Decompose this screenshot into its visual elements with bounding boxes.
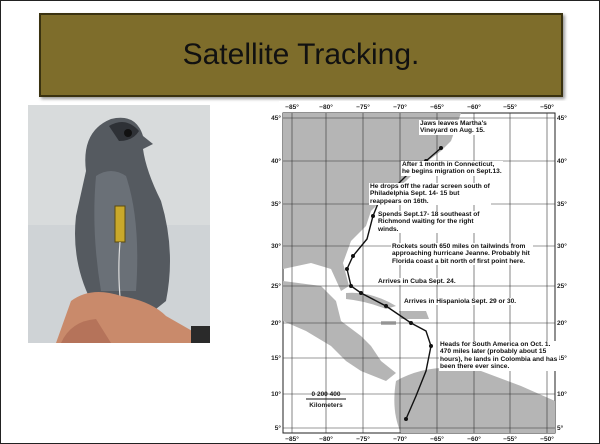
lon-label: −70°	[393, 103, 407, 111]
lat-label: 5°	[557, 424, 564, 432]
lat-label: 10°	[271, 390, 281, 398]
lon-label: −60°	[467, 103, 481, 111]
map: −85° −85° −80° −80° −75° −75° −70° −70° −65° −65°…	[271, 101, 569, 443]
track-point	[429, 344, 433, 348]
lon-label: −60°	[467, 435, 481, 443]
track-point	[345, 267, 349, 271]
lon-label: −80°	[319, 103, 333, 111]
lon-label: −55°	[503, 435, 517, 443]
lat-label: 35°	[271, 200, 281, 208]
annotation: After 1 month in Connecticut, he begins …	[401, 161, 503, 176]
track-point	[409, 321, 413, 325]
lon-label: −65°	[430, 435, 444, 443]
lon-label: −85°	[285, 103, 299, 111]
title: Satellite Tracking.	[182, 38, 420, 71]
lon-label: −75°	[356, 103, 370, 111]
lat-label: 35°	[557, 200, 567, 208]
lon-label: −55°	[503, 103, 517, 111]
lat-label: 25°	[271, 282, 281, 290]
lat-label: 30°	[271, 242, 281, 250]
lon-label: −80°	[319, 435, 333, 443]
lon-label: −70°	[393, 435, 407, 443]
lon-label: −85°	[285, 435, 299, 443]
lat-label: 10°	[557, 390, 567, 398]
annotation: He drops off the radar screen south of P…	[369, 183, 491, 206]
lon-label: −50°	[540, 435, 554, 443]
scale-unit: Kilometers	[309, 402, 343, 409]
lat-label: 15°	[271, 354, 281, 362]
track-point	[404, 417, 408, 421]
annotation: Heads for South America on Oct. 1. 470 m…	[439, 341, 559, 371]
annotation: Arrives in Cuba Sept. 24.	[377, 278, 469, 286]
lat-label: 5°	[275, 424, 282, 432]
lat-label: 45°	[271, 114, 281, 122]
lat-label: 40°	[557, 157, 567, 165]
annotation: Jaws leaves Martha's Vineyard on Aug. 15…	[419, 120, 503, 135]
lat-label: 30°	[557, 242, 567, 250]
track-point	[371, 214, 375, 218]
lon-label: −50°	[540, 103, 554, 111]
annotation: Arrives in Hispaniola Sept. 29 or 30.	[403, 298, 525, 306]
lat-label: 45°	[557, 114, 567, 122]
track-point	[439, 146, 443, 150]
track-point	[384, 304, 388, 308]
lon-label: −65°	[430, 103, 444, 111]
annotation: Spends Sept.17- 18 southeast of Richmond…	[377, 211, 489, 234]
annotation: Rockets south 650 miles on tailwinds fro…	[391, 243, 533, 266]
lon-label: −75°	[356, 435, 370, 443]
lat-label: 15°	[557, 354, 567, 362]
title-bar: Satellite Tracking.	[39, 13, 563, 97]
lat-label: 20°	[557, 319, 567, 327]
lat-label: 20°	[271, 319, 281, 327]
track-point	[351, 254, 355, 258]
scale-ticks: 0 200 400	[312, 391, 341, 398]
track-point	[359, 291, 363, 295]
lat-label: 25°	[557, 282, 567, 290]
lat-label: 40°	[271, 157, 281, 165]
falcon-photo	[28, 105, 210, 343]
track-point	[349, 284, 353, 288]
